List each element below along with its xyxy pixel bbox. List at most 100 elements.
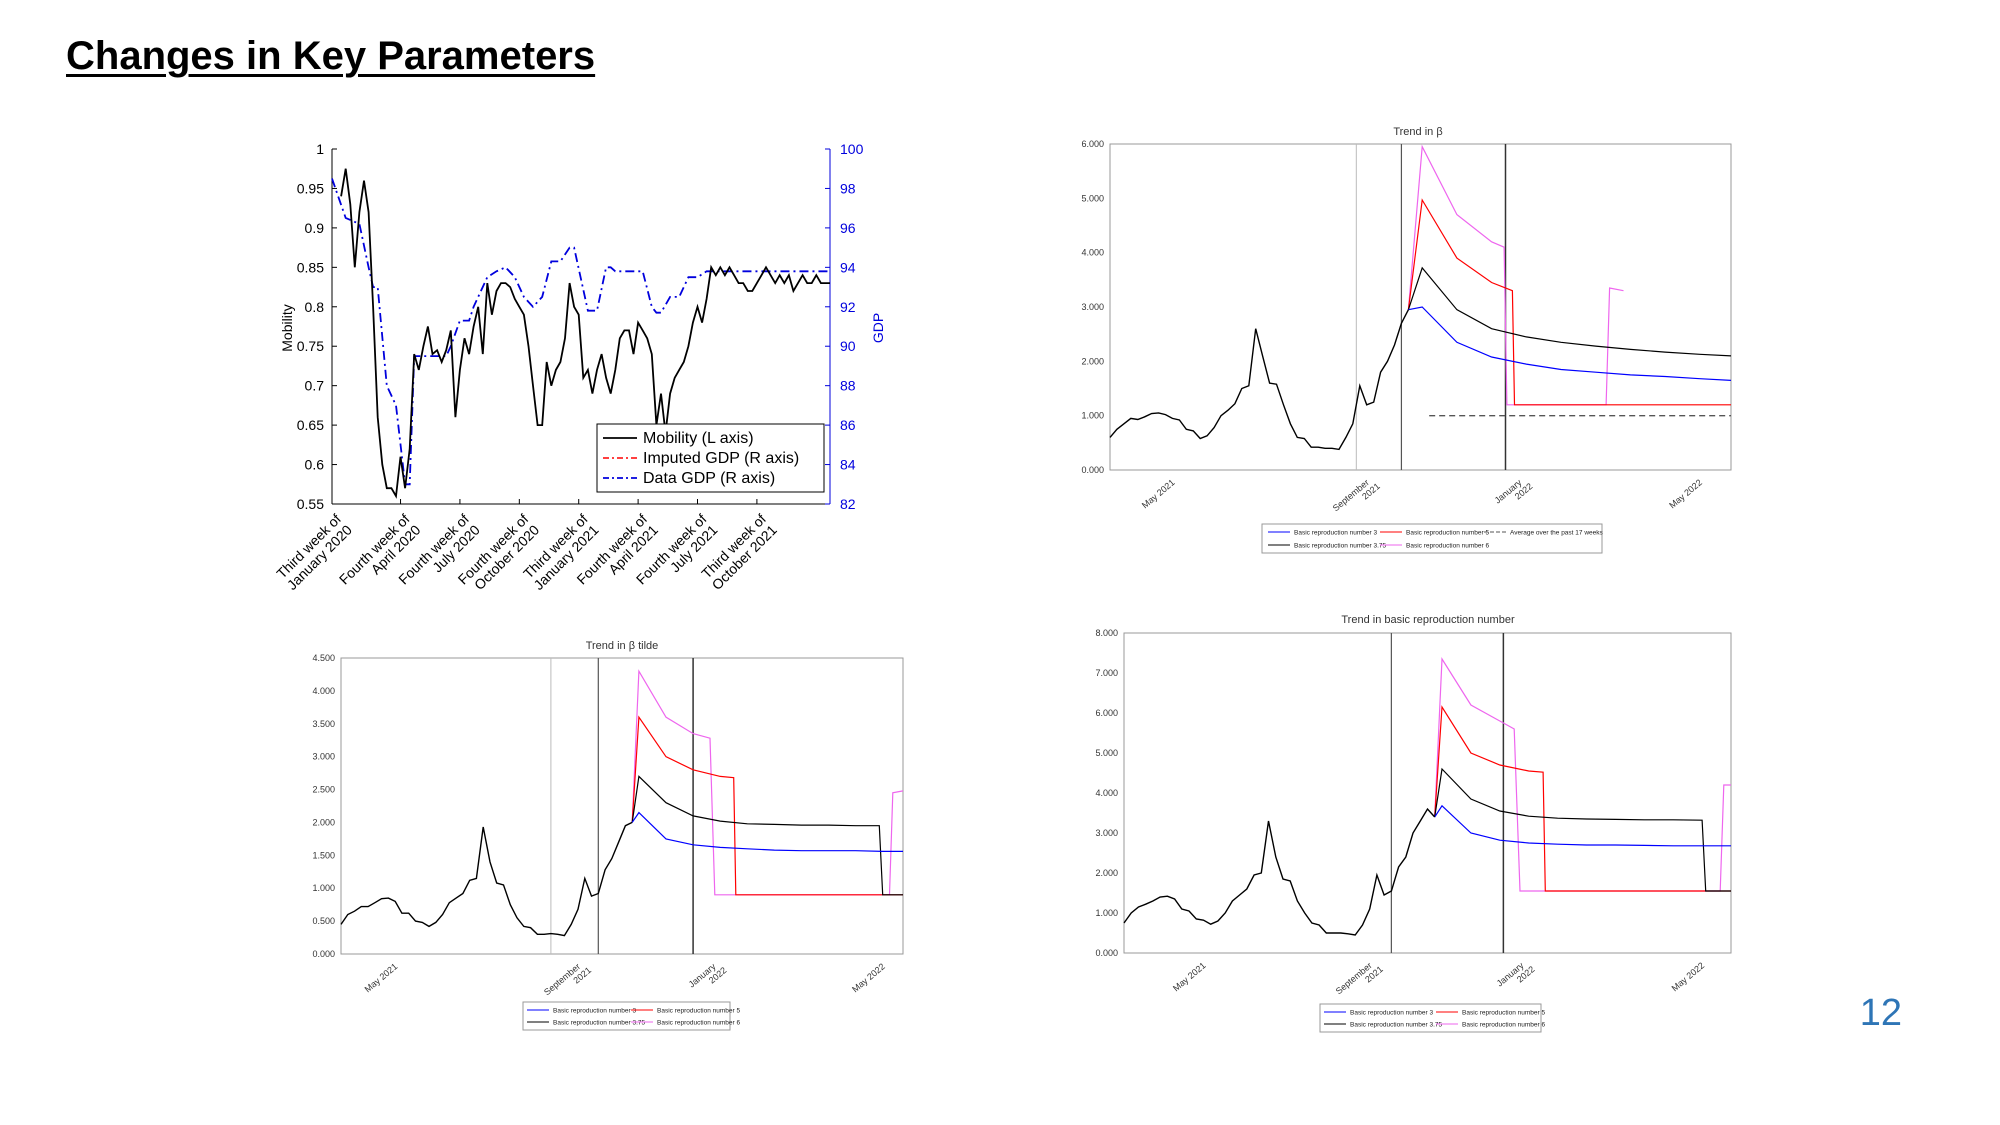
y-tick-label: 2.000 (312, 817, 335, 827)
y-tick-label: 4.000 (312, 686, 335, 696)
slide-title: Changes in Key Parameters (66, 34, 596, 78)
y-tick-label: 0.85 (297, 259, 324, 275)
x-tick-label: May 2022 (1670, 960, 1707, 993)
y-right-tick-label: 94 (840, 259, 856, 275)
y-right-tick-label: 88 (840, 378, 856, 394)
y-tick-label: 0.000 (1081, 465, 1104, 475)
y-tick-label: 0.95 (297, 180, 324, 196)
legend-label: Basic reproduction number 3 (1350, 1010, 1433, 1017)
y-right-tick-label: 82 (840, 496, 856, 512)
plot-frame (340, 657, 904, 955)
series-line (1408, 306, 1732, 381)
series-line (631, 669, 904, 896)
legend-label: Basic reproduction number 5 (1462, 1010, 1545, 1017)
y-tick-label: 4.500 (312, 653, 335, 663)
y-tick-label: 6.000 (1081, 139, 1104, 149)
y-tick-label: 3.000 (1081, 302, 1104, 312)
series-line (1407, 266, 1732, 357)
history-line (1109, 309, 1410, 451)
series-line (1434, 804, 1731, 847)
legend-label: Basic reproduction number 3.75 (1294, 543, 1387, 550)
y-tick-label: 3.500 (312, 719, 335, 729)
y-tick-label: 6.000 (1095, 708, 1118, 718)
y-right-tick-label: 96 (840, 220, 856, 236)
y-tick-label: 7.000 (1095, 668, 1118, 678)
y-tick-label: 2.000 (1095, 868, 1118, 878)
history-line (340, 821, 633, 937)
y-tick-label: 0.6 (305, 457, 325, 473)
legend-label: Basic reproduction number 5 (657, 1008, 740, 1015)
legend-box (522, 1001, 731, 1031)
legend-label: Basic reproduction number 6 (1406, 543, 1489, 550)
y-tick-label: 0.9 (305, 220, 325, 236)
page-number: 12 (1859, 992, 1902, 1034)
y-tick-label: 5.000 (1095, 748, 1118, 758)
y-tick-label: 0.55 (297, 496, 324, 512)
x-tick-label: September2021 (1334, 956, 1385, 1003)
plot-frame (1123, 632, 1732, 954)
y-tick-label: 2.500 (312, 785, 335, 795)
y-tick-label: 0.000 (312, 949, 335, 959)
y-tick-label: 5.000 (1081, 193, 1104, 203)
y-tick-label: 0.7 (305, 378, 325, 394)
legend-label: Basic reproduction number 3.75 (553, 1020, 646, 1027)
series-line (631, 715, 903, 896)
y-tick-label: 0.75 (297, 338, 324, 354)
y-axis-label-right: GDP (870, 313, 886, 343)
y-tick-label: 4.000 (1095, 788, 1118, 798)
series-line (631, 775, 903, 896)
y-axis-label-left: Mobility (279, 304, 295, 351)
y-right-tick-label: 92 (840, 299, 856, 315)
y-right-tick-label: 100 (840, 141, 864, 157)
chart-title-beta: Trend in β (1393, 126, 1442, 138)
legend-label: Basic reproduction number 3 (1294, 530, 1377, 537)
legend-label: Basic reproduction number 6 (657, 1020, 740, 1027)
legend-label: Basic reproduction number 3.75 (1350, 1022, 1443, 1029)
y-tick-label: 1.500 (312, 850, 335, 860)
y-right-tick-label: 84 (840, 457, 856, 473)
chart-title-r0: Trend in basic reproduction number (1341, 614, 1515, 626)
x-tick-label-line: May 2022 (1670, 960, 1707, 993)
legend-label: Basic reproduction number 6 (1462, 1022, 1545, 1029)
legend-label: Data GDP (R axis) (643, 470, 775, 487)
y-tick-label: 0.65 (297, 417, 324, 433)
legend-label: Imputed GDP (R axis) (643, 450, 799, 467)
y-tick-label: 1.000 (1081, 411, 1104, 421)
y-tick-label: 0.000 (1095, 948, 1118, 958)
y-tick-label: 3.000 (312, 752, 335, 762)
x-tick-label: May 2021 (1171, 960, 1208, 993)
y-right-tick-label: 86 (840, 417, 856, 433)
chart-title-beta-tilde: Trend in β tilde (586, 640, 659, 652)
y-tick-label: 1 (316, 141, 324, 157)
series-line (1434, 657, 1731, 892)
y-tick-label: 0.8 (305, 299, 325, 315)
y-tick-label: 3.000 (1095, 828, 1118, 838)
data-gdp-line (331, 178, 830, 486)
y-tick-label: 8.000 (1095, 628, 1118, 638)
series-line (631, 811, 903, 853)
history-line (1123, 807, 1436, 936)
y-tick-label: 2.000 (1081, 356, 1104, 366)
series-line (1434, 767, 1731, 892)
mobility-line (340, 168, 830, 499)
legend-box (1261, 523, 1603, 554)
series-line (1407, 198, 1731, 406)
plot-frame (1109, 143, 1732, 471)
y-tick-label: 4.000 (1081, 248, 1104, 258)
legend-label: Basic reproduction number 5 (1406, 530, 1489, 537)
y-tick-label: 0.500 (312, 916, 335, 926)
series-line (1407, 144, 1624, 406)
y-right-tick-label: 98 (840, 180, 856, 196)
legend-label: Basic reproduction number 3 (553, 1008, 636, 1015)
x-tick-label: January2022 (1495, 956, 1537, 996)
x-tick-label-line: May 2021 (1171, 960, 1208, 993)
legend-box (1319, 1003, 1542, 1033)
y-right-tick-label: 90 (840, 338, 856, 354)
y-tick-label: 1.000 (312, 883, 335, 893)
legend-label: Mobility (L axis) (643, 430, 754, 447)
legend-label: Average over the past 17 weeks (1510, 530, 1603, 537)
